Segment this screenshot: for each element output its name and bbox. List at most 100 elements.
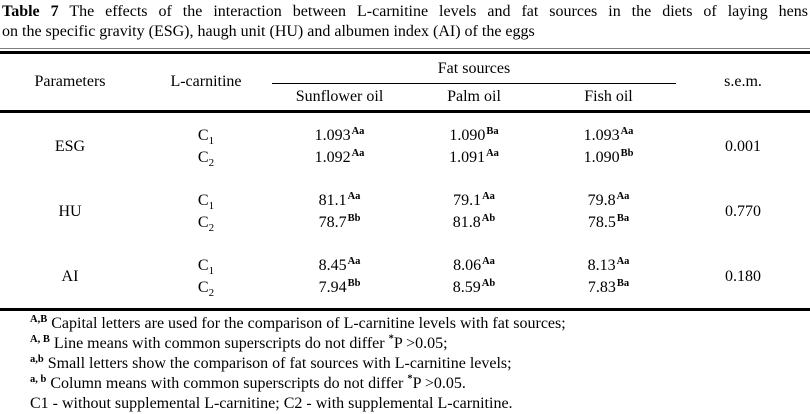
palm-values: 8.06Aa 8.59Ab (407, 255, 541, 299)
value-superscript: Ba (486, 125, 499, 137)
fat-sources-underline (272, 83, 676, 84)
footnote-text: Capital letters are used for the compari… (51, 315, 566, 332)
sem-value: 0.770 (725, 203, 761, 220)
sem-value: 0.180 (725, 268, 761, 285)
carnitine-c2: C2 (140, 212, 272, 234)
footnote-superscript: A, B (30, 333, 50, 345)
value-superscript: Bb (347, 277, 361, 289)
value-cell: 1.090Ba (407, 125, 541, 147)
carnitine-column: C1 C2 (140, 190, 272, 234)
footnote-line: A,B Capital letters are used for the comp… (30, 314, 810, 334)
value-cell: 1.093Aa (541, 125, 676, 147)
cell-value: 1.090 (583, 149, 620, 166)
cell-value: 81.8 (452, 214, 481, 231)
carnitine-c1: C1 (140, 125, 272, 147)
value-superscript: Aa (347, 190, 361, 202)
cell-value: 7.94 (318, 279, 347, 296)
table-caption-line-1: Table 7 The effects of the interaction b… (2, 2, 808, 22)
cell-value: 1.093 (583, 127, 620, 144)
cell-value: 7.83 (587, 279, 616, 296)
cell-value: 8.13 (587, 257, 616, 274)
cell-value: 8.45 (318, 257, 347, 274)
value-superscript: Bb (347, 212, 361, 224)
parameter-label: ESG (54, 138, 86, 155)
value-superscript: Aa (347, 255, 361, 267)
footnote-text: P >0.05. (412, 375, 466, 392)
header-fat-sources: Fat sources (437, 59, 511, 77)
value-cell: 1.090Bb (541, 147, 676, 169)
footnote-line: A, B Line means with common superscripts … (30, 334, 810, 354)
value-superscript: Aa (351, 125, 365, 137)
footnote-line: a, b Column means with common superscript… (30, 374, 810, 394)
value-cell: 8.45Aa (272, 255, 407, 277)
value-cell: 1.091Aa (407, 147, 541, 169)
footnote-text: Line means with common superscripts do n… (53, 335, 389, 352)
carnitine-base: C (197, 127, 209, 144)
carnitine-column: C1 C2 (140, 125, 272, 169)
carnitine-base: C (197, 149, 209, 166)
header-fat-sources-group: Fat sources Sunflower oil Palm oil Fish … (272, 54, 676, 110)
value-superscript: Ab (481, 277, 496, 289)
value-cell: 78.7Bb (272, 212, 407, 234)
fish-values: 1.093Aa 1.090Bb (541, 125, 676, 169)
row-group-ai: AI C1 C2 8.45Aa 7.94Bb 8.06Aa 8.59Ab 8.1… (0, 243, 810, 308)
table-caption: Table 7 The effects of the interaction b… (0, 0, 810, 42)
cell-value: 8.59 (452, 279, 481, 296)
carnitine-base: C (197, 214, 209, 231)
table-footnotes: A,B Capital letters are used for the comp… (0, 311, 810, 414)
cell-value: 1.090 (449, 127, 486, 144)
header-palm-oil: Palm oil (447, 88, 501, 105)
footnote-text: P >0.05; (393, 335, 448, 352)
footnote-text: C1 - without supplemental L-carnitine; C… (30, 395, 513, 412)
table-caption-text-1: The effects of the interaction between L… (58, 3, 808, 20)
cell-value: 78.7 (318, 214, 347, 231)
value-superscript: Aa (616, 190, 630, 202)
carnitine-c1: C1 (140, 255, 272, 277)
header-sem: s.e.m. (724, 73, 762, 90)
value-superscript: Bb (620, 147, 634, 159)
table-header: Parameters L-carnitine Fat sources Sunfl… (0, 54, 810, 110)
value-cell: 79.8Aa (541, 190, 676, 212)
cell-value: 79.1 (453, 192, 482, 209)
value-superscript: Aa (482, 255, 495, 267)
table-header-rule (0, 110, 810, 113)
footnote-superscript: A,B (30, 313, 48, 325)
row-group-esg: ESG C1 C2 1.093Aa 1.092Aa 1.090Ba 1.091A… (0, 113, 810, 178)
value-cell: 81.1Aa (272, 190, 407, 212)
footnote-superscript: a, b (30, 373, 47, 385)
fish-values: 79.8Aa 78.5Ba (541, 190, 676, 234)
value-superscript: Ab (481, 212, 496, 224)
header-l-carnitine: L-carnitine (170, 73, 242, 90)
carnitine-subscript: 2 (208, 157, 215, 170)
header-oil-columns: Sunflower oil Palm oil Fish oil (272, 84, 676, 110)
carnitine-subscript: 2 (208, 222, 215, 235)
carnitine-base: C (197, 257, 209, 274)
carnitine-subscript: 1 (208, 200, 215, 213)
palm-values: 1.090Ba 1.091Aa (407, 125, 541, 169)
carnitine-subscript: 1 (208, 265, 215, 278)
value-cell: 1.093Aa (272, 125, 407, 147)
header-parameters: Parameters (34, 73, 106, 90)
row-group-hu: HU C1 C2 81.1Aa 78.7Bb 79.1Aa 81.8Ab 79.… (0, 178, 810, 243)
carnitine-subscript: 1 (208, 135, 215, 148)
significance-star: * (388, 333, 394, 345)
carnitine-c1: C1 (140, 190, 272, 212)
footnote-line: C1 - without supplemental L-carnitine; C… (30, 394, 810, 414)
footnote-superscript: a,b (30, 353, 44, 365)
sunflower-values: 8.45Aa 7.94Bb (272, 255, 407, 299)
value-cell: 81.8Ab (407, 212, 541, 234)
significance-star: * (407, 373, 413, 385)
cell-value: 1.091 (449, 149, 486, 166)
value-superscript: Ba (616, 212, 630, 224)
carnitine-c2: C2 (140, 277, 272, 299)
header-fish-oil: Fish oil (584, 88, 633, 105)
value-cell: 79.1Aa (407, 190, 541, 212)
cell-value: 78.5 (587, 214, 616, 231)
sunflower-values: 1.093Aa 1.092Aa (272, 125, 407, 169)
parameter-label: HU (58, 203, 82, 220)
value-superscript: Aa (620, 125, 634, 137)
value-cell: 78.5Ba (541, 212, 676, 234)
carnitine-c2: C2 (140, 147, 272, 169)
fish-values: 8.13Aa 7.83Ba (541, 255, 676, 299)
